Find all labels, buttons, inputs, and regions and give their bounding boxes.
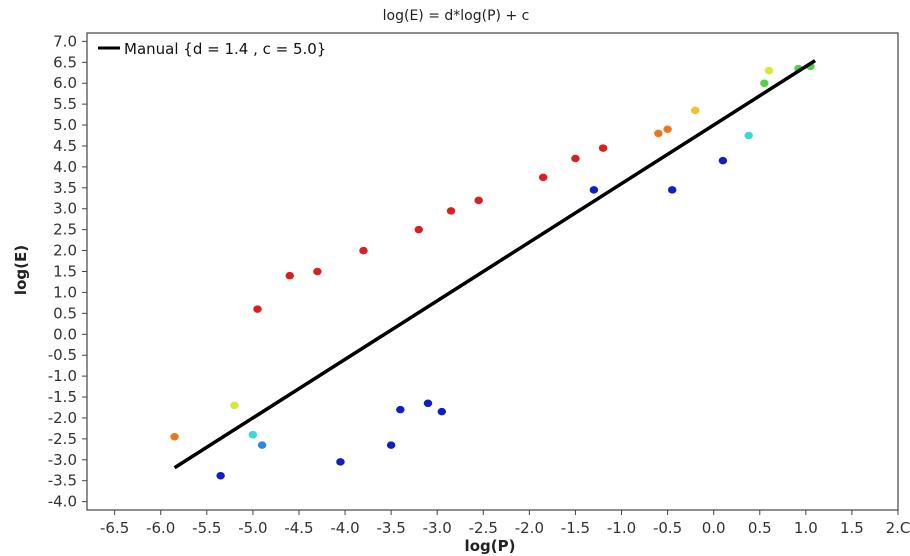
x-tick-label: 1.5 <box>840 519 864 537</box>
x-tick-label: -2.0 <box>515 519 544 537</box>
y-tick-label: -4.0 <box>48 493 77 511</box>
scatter-point <box>759 78 770 88</box>
x-tick-label: -1.0 <box>607 519 636 537</box>
scatter-point <box>413 225 424 235</box>
x-tick-label: -6.5 <box>100 519 129 537</box>
scatter-point <box>538 172 549 182</box>
y-tick-label: -0.5 <box>48 346 77 364</box>
y-tick-label: 0.5 <box>53 304 77 322</box>
y-tick-label: -3.5 <box>48 472 77 490</box>
scatter-point <box>743 131 754 140</box>
x-tick-label: -5.0 <box>238 519 267 537</box>
x-tick-label: -6.0 <box>146 519 175 537</box>
scatter-point <box>473 195 484 205</box>
x-tick-label: 2.C <box>886 519 910 537</box>
y-tick-label: 6.5 <box>53 53 77 71</box>
scatter-point <box>653 128 664 138</box>
y-tick-label: -2.5 <box>48 430 77 448</box>
y-tick-label: 4.5 <box>53 137 77 155</box>
y-tick-label: -3.0 <box>48 451 77 469</box>
y-axis-ticks: 7.0 6.5 6.0 5.5 5.0 4.5 4.0 3.5 3.0 2.5 2.0 1.5 1.0 0… <box>48 32 87 511</box>
scatter-point <box>395 405 406 415</box>
y-tick-label: -1.0 <box>48 367 77 385</box>
scatter-point <box>386 440 397 450</box>
y-tick-label: 5.0 <box>53 116 77 134</box>
y-tick-label: 0.0 <box>53 325 77 343</box>
x-tick-label: -5.5 <box>192 519 221 537</box>
y-tick-label: 3.5 <box>53 179 77 197</box>
scatter-point <box>229 400 240 410</box>
scatter-point <box>667 185 678 195</box>
legend: Manual {d = 1.4 , c = 5.0} <box>98 40 326 58</box>
scatter-point <box>570 154 581 163</box>
x-axis-title: log(P) <box>465 537 516 555</box>
scatter-point <box>215 471 226 481</box>
data-points <box>169 62 816 481</box>
y-tick-label: -1.5 <box>48 388 77 406</box>
y-tick-label: 3.0 <box>53 200 77 218</box>
y-tick-label: 7.0 <box>53 32 77 50</box>
x-axis-ticks: -6.5 -6.0 -5.5 -5.0 -4.5 -4.0 -3.5 -3.0 -2.5 -2.0… <box>100 510 910 537</box>
y-tick-label: 6.0 <box>53 74 77 92</box>
y-tick-label: 2.0 <box>53 242 77 260</box>
x-tick-label: -3.0 <box>423 519 452 537</box>
scatter-point <box>662 124 673 134</box>
scatter-point <box>312 267 323 276</box>
y-tick-label: 2.5 <box>53 221 77 239</box>
scatter-point <box>690 105 701 115</box>
scatter-point <box>284 271 295 281</box>
x-tick-label: 0.0 <box>702 519 726 537</box>
scatter-point <box>169 432 180 442</box>
scatter-point <box>436 407 447 417</box>
y-tick-label: 1.5 <box>53 263 77 281</box>
y-axis-title: log(E) <box>12 245 30 295</box>
scatter-point <box>358 246 369 256</box>
y-tick-label: 4.0 <box>53 158 77 176</box>
x-tick-label: -4.5 <box>284 519 313 537</box>
x-tick-label: -1.5 <box>561 519 590 537</box>
x-tick-label: -3.5 <box>376 519 405 537</box>
scatter-point <box>252 304 263 314</box>
fit-line <box>173 59 816 470</box>
x-tick-label: 0.5 <box>748 519 772 537</box>
scatter-point <box>446 206 456 216</box>
y-tick-label: 5.5 <box>53 95 77 113</box>
x-tick-label: -0.5 <box>653 519 682 537</box>
x-tick-label: 1.0 <box>794 519 818 537</box>
y-tick-label: -2.0 <box>48 409 77 427</box>
legend-label: Manual {d = 1.4 , c = 5.0} <box>124 40 326 58</box>
x-tick-label: -4.0 <box>330 519 359 537</box>
y-tick-label: 1.0 <box>53 283 77 301</box>
scatter-point <box>717 156 728 166</box>
chart-title: log(E) = d*log(P) + c <box>383 8 530 24</box>
scatter-point <box>247 430 258 440</box>
x-tick-label: -2.5 <box>469 519 498 537</box>
scatter-point <box>764 66 774 76</box>
scatter-point <box>335 457 346 467</box>
scatter-point <box>588 185 599 195</box>
scatter-point <box>423 398 433 408</box>
scatter-point <box>598 143 609 153</box>
scatter-point <box>257 440 268 450</box>
